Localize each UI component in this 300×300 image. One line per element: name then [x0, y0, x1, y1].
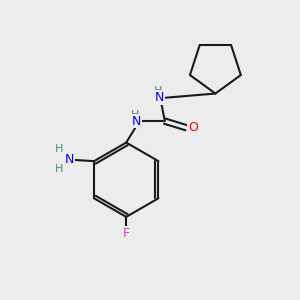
Text: H: H — [154, 86, 162, 96]
Text: F: F — [123, 227, 130, 240]
Text: N: N — [155, 91, 164, 104]
Text: N: N — [65, 153, 74, 166]
Text: H: H — [131, 110, 139, 120]
Text: H: H — [55, 164, 64, 174]
Text: H: H — [55, 144, 64, 154]
Text: N: N — [132, 115, 141, 128]
Text: O: O — [188, 121, 198, 134]
